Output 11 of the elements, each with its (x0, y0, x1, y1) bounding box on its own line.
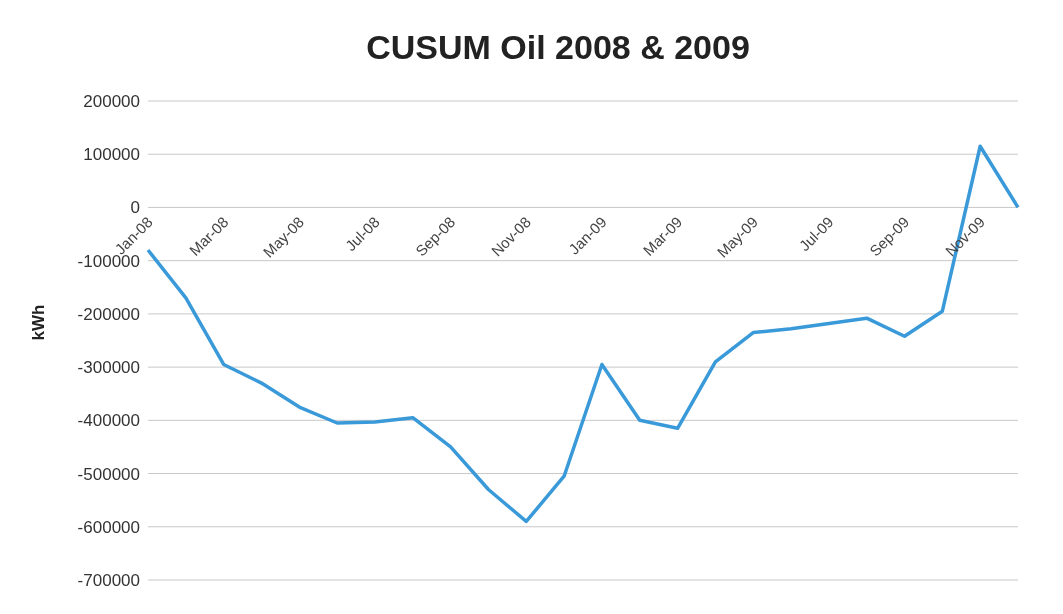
y-tick-label: 200000 (83, 92, 140, 112)
y-axis-title: kWh (29, 304, 49, 341)
y-tick-label: -200000 (77, 304, 140, 324)
y-tick-label: -600000 (77, 517, 140, 537)
y-tick-label: -400000 (77, 411, 140, 431)
y-tick-label: -700000 (77, 571, 140, 591)
y-tick-label: 100000 (83, 145, 140, 165)
y-tick-label: -300000 (77, 358, 140, 378)
y-tick-label: 0 (130, 198, 140, 218)
chart-title: CUSUM Oil 2008 & 2009 (365, 27, 751, 68)
y-tick-label: -500000 (77, 464, 140, 484)
